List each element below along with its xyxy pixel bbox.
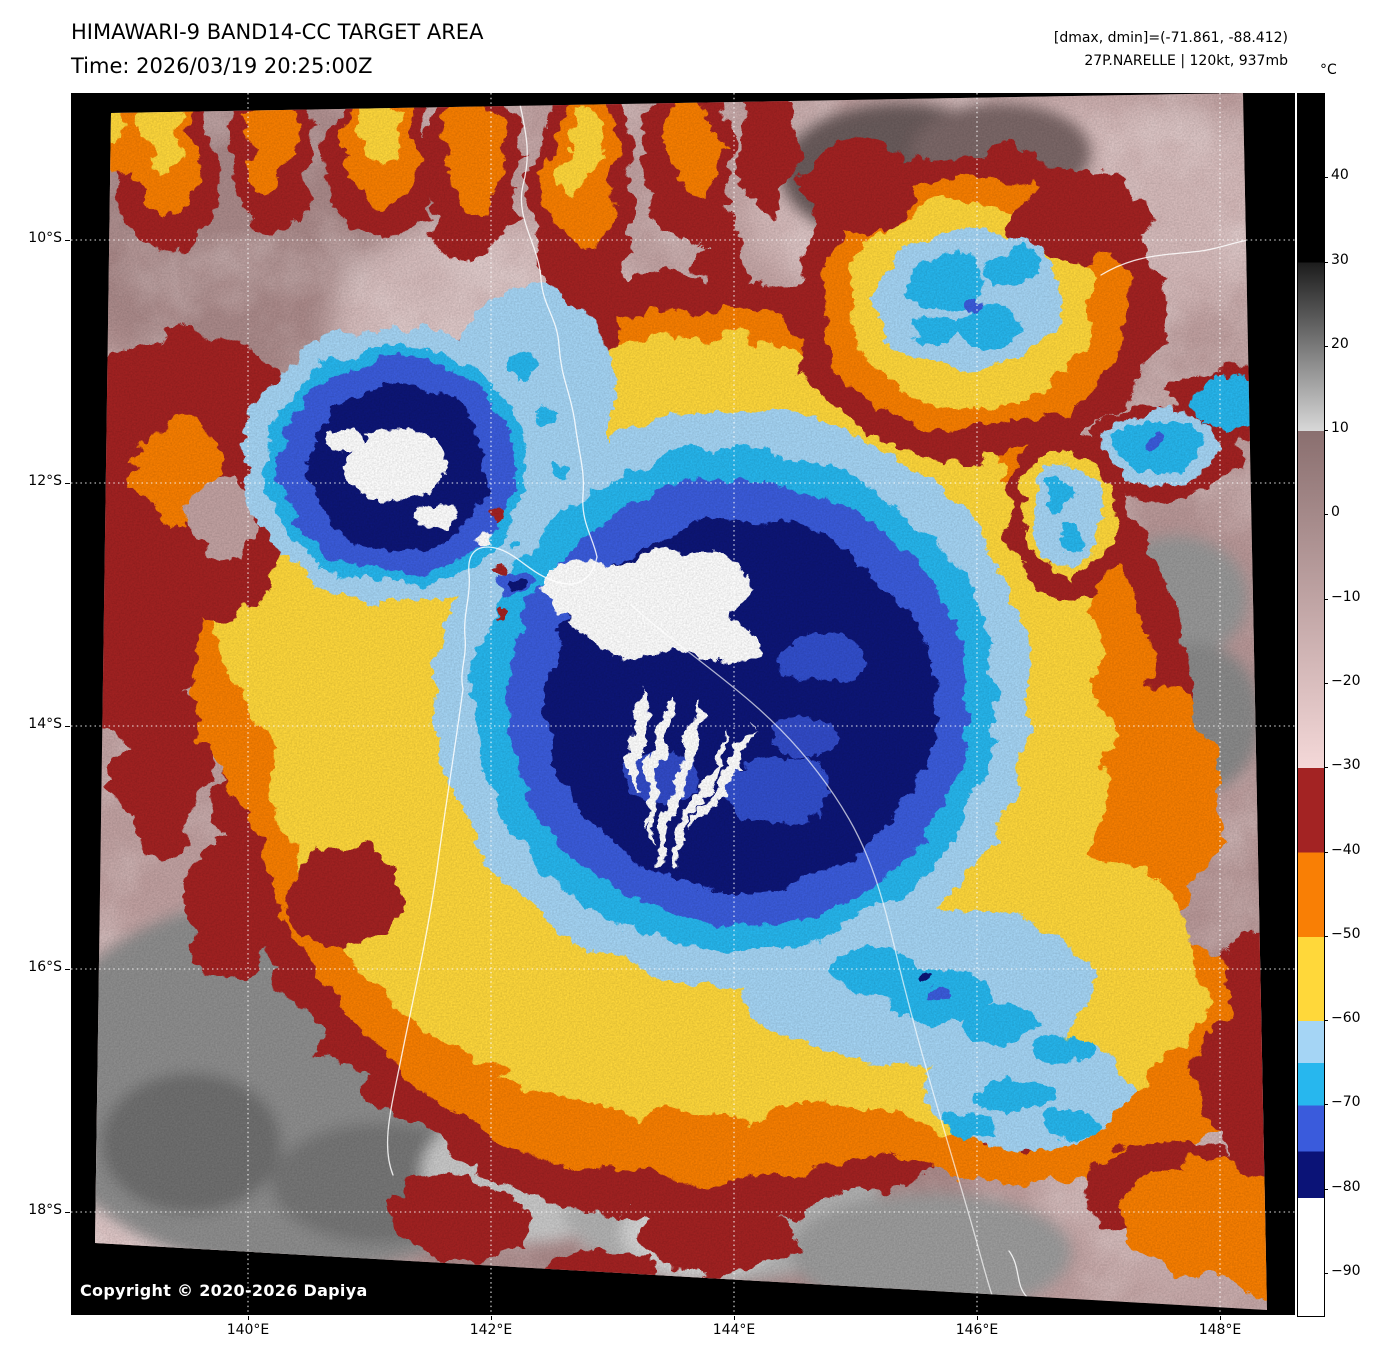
lon-tick-label: 146°E [955, 1322, 999, 1338]
copyright-label: Copyright © 2020-2026 Dapiya [80, 1281, 368, 1300]
lat-tick-label: 18°S [28, 1202, 62, 1218]
satellite-image [71, 93, 1295, 1315]
colorbar-tick-label: 40 [1331, 167, 1349, 183]
colorbar-tick-label: 10 [1331, 420, 1349, 436]
colorbar-tick [1324, 599, 1328, 600]
x-tick [248, 1316, 249, 1320]
colorbar-tick-label: −80 [1331, 1179, 1361, 1195]
colorbar-tick-label: −90 [1331, 1263, 1361, 1279]
colorbar-tick-label: −60 [1331, 1010, 1361, 1026]
x-tick [977, 1316, 978, 1320]
y-tick [65, 726, 70, 727]
x-tick [734, 1316, 735, 1320]
colorbar-tick-label: 0 [1331, 504, 1340, 520]
colorbar-tick-label: −30 [1331, 757, 1361, 773]
colorbar-tick [1324, 346, 1328, 347]
colorbar-tick [1324, 177, 1328, 178]
lat-tick-label: 12°S [28, 473, 62, 489]
colorbar-tick [1324, 430, 1328, 431]
storm-label: 27P.NARELLE | 120kt, 937mb [1084, 53, 1288, 69]
colorbar-tick-label: −10 [1331, 589, 1361, 605]
colorbar-unit-label: °C [1320, 62, 1337, 78]
colorbar-tick [1324, 1104, 1328, 1105]
y-tick [65, 1212, 70, 1213]
colorbar-tick [1324, 683, 1328, 684]
colorbar-tick-label: −40 [1331, 842, 1361, 858]
colorbar-tick [1324, 767, 1328, 768]
coastlines [386, 93, 1267, 1310]
x-tick [491, 1316, 492, 1320]
y-tick [65, 969, 70, 970]
colorbar-tick [1324, 514, 1328, 515]
colorbar-tick [1324, 1273, 1328, 1274]
colorbar-tick [1324, 262, 1328, 263]
colorbar-tick-label: 30 [1331, 252, 1349, 268]
lon-tick-label: 148°E [1198, 1322, 1242, 1338]
colorbar-tick [1324, 852, 1328, 853]
colorbar [1297, 93, 1325, 1317]
minmax-label: [dmax, dmin]=(-71.861, -88.412) [1053, 30, 1288, 46]
lat-tick-label: 16°S [28, 959, 62, 975]
colorbar-tick [1324, 936, 1328, 937]
x-tick [1220, 1316, 1221, 1320]
y-tick [65, 483, 70, 484]
y-tick [65, 240, 70, 241]
colorbar-gradient [1298, 94, 1324, 1316]
lon-tick-label: 140°E [226, 1322, 270, 1338]
plot-area [71, 93, 1295, 1315]
lat-tick-label: 10°S [28, 230, 62, 246]
lon-tick-label: 144°E [712, 1322, 756, 1338]
grid-lines [71, 93, 1295, 1315]
lat-tick-label: 14°S [28, 716, 62, 732]
colorbar-tick-label: 20 [1331, 336, 1349, 352]
colorbar-tick-label: −50 [1331, 926, 1361, 942]
time-label: Time: 2026/03/19 20:25:00Z [71, 54, 373, 78]
colorbar-tick [1324, 1020, 1328, 1021]
colorbar-tick [1324, 1189, 1328, 1190]
colorbar-tick-label: −20 [1331, 673, 1361, 689]
lon-tick-label: 142°E [469, 1322, 513, 1338]
colorbar-tick-label: −70 [1331, 1094, 1361, 1110]
page-title: HIMAWARI-9 BAND14-CC TARGET AREA [71, 20, 484, 44]
